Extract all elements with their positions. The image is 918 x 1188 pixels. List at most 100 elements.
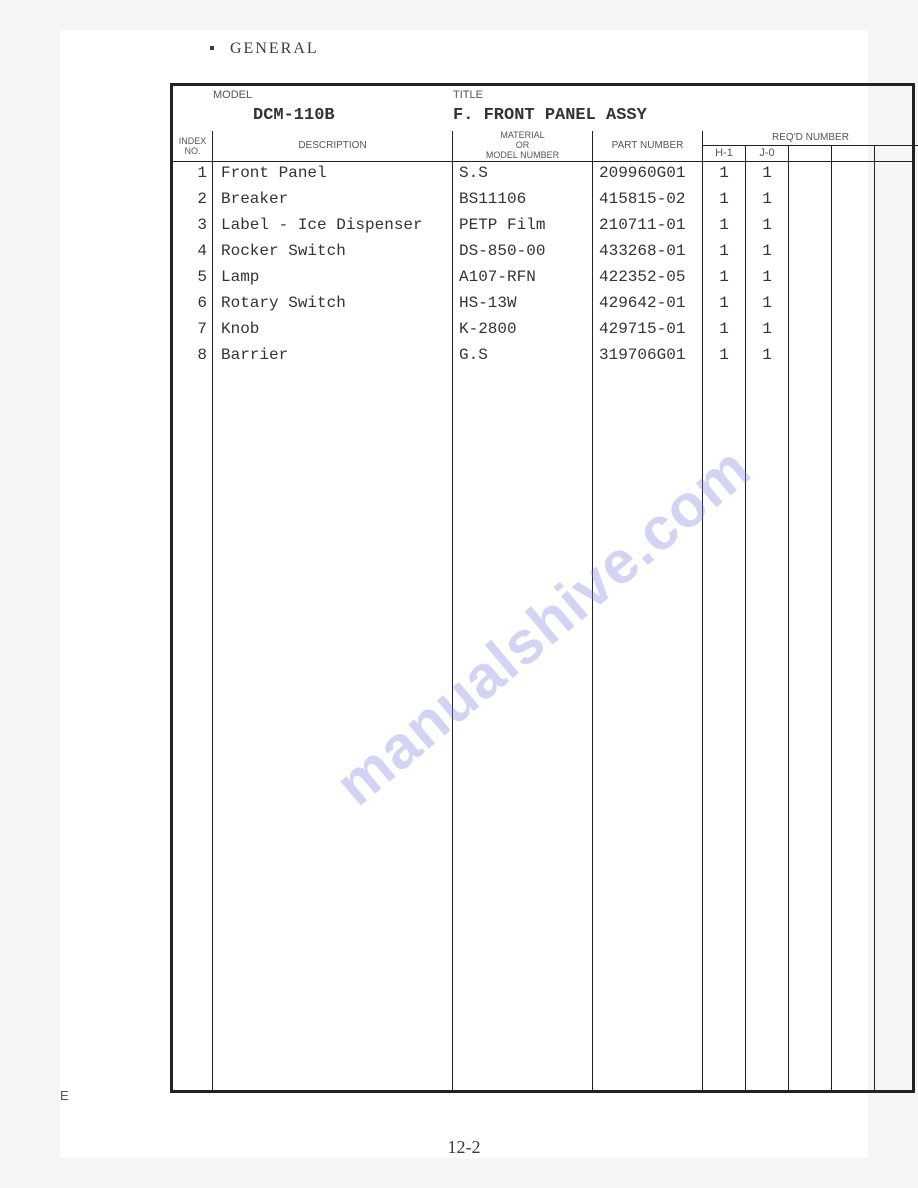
cell-reqd-blank [789,318,832,344]
reqd-subcols: H-1 J-0 [703,146,918,161]
cell-description: Breaker [213,188,453,214]
cell-reqd-j0: 1 [746,344,789,370]
cell-reqd-blank [789,162,832,188]
cell-index: 7 [173,318,213,344]
reqd-blank2 [832,146,875,161]
parts-table: MODEL TITLE DCM-110B F. FRONT PANEL ASSY… [170,83,915,1093]
cell-material: DS-850-00 [453,240,593,266]
cell-reqd-h1: 1 [703,214,746,240]
cell-reqd-blank [875,162,912,188]
cell-material: G.S [453,344,593,370]
page-container: GENERAL MODEL TITLE DCM-110B F. FRONT PA… [60,30,868,1158]
col-header-reqd: REQ'D NUMBER H-1 J-0 [703,131,918,161]
cell-material: S.S [453,162,593,188]
cell-reqd-j0: 1 [746,240,789,266]
cell-reqd-blank [875,240,912,266]
cell-index: 5 [173,266,213,292]
table-row: 6 Rotary Switch HS-13W 429642-01 1 1 [173,292,912,318]
reqd-h1: H-1 [703,146,746,161]
section-header: GENERAL [210,40,858,58]
table-row: 3 Label - Ice Dispenser PETP Film 210711… [173,214,912,240]
cell-partnum: 433268-01 [593,240,703,266]
cell-reqd-j0: 1 [746,292,789,318]
column-headers: INDEX NO. DESCRIPTION MATERIAL OR MODEL … [173,131,912,162]
cell-reqd-blank [875,214,912,240]
table-row: 7 Knob K-2800 429715-01 1 1 [173,318,912,344]
cell-reqd-blank [789,266,832,292]
cell-reqd-blank [875,266,912,292]
cell-partnum: 429715-01 [593,318,703,344]
cell-partnum: 429642-01 [593,292,703,318]
cell-description: Front Panel [213,162,453,188]
reqd-label: REQ'D NUMBER [703,131,918,146]
cell-reqd-h1: 1 [703,188,746,214]
cell-reqd-h1: 1 [703,266,746,292]
watermark: manualshive.com [322,433,764,819]
col-header-index: INDEX NO. [173,131,213,161]
cell-description: Rotary Switch [213,292,453,318]
table-top-header: MODEL TITLE DCM-110B F. FRONT PANEL ASSY [173,86,912,131]
cell-reqd-blank [875,344,912,370]
section-label: GENERAL [230,40,319,57]
cell-material: A107-RFN [453,266,593,292]
cell-index: 1 [173,162,213,188]
table-row: 1 Front Panel S.S 209960G01 1 1 [173,162,912,188]
cell-reqd-blank [789,188,832,214]
cell-index: 8 [173,344,213,370]
cell-description: Rocker Switch [213,240,453,266]
col-header-partnum: PART NUMBER [593,131,703,161]
cell-reqd-h1: 1 [703,318,746,344]
table-row: 8 Barrier G.S 319706G01 1 1 [173,344,912,370]
title-value: F. FRONT PANEL ASSY [453,106,647,125]
cell-reqd-blank [832,318,875,344]
cell-reqd-blank [789,240,832,266]
cell-reqd-blank [875,188,912,214]
cell-reqd-j0: 1 [746,266,789,292]
title-label: TITLE [453,89,483,101]
cell-reqd-j0: 1 [746,214,789,240]
cell-index: 6 [173,292,213,318]
header-label-row: MODEL TITLE [173,86,912,104]
cell-index: 3 [173,214,213,240]
revision-label: E [60,1088,69,1103]
header-value-row: DCM-110B F. FRONT PANEL ASSY [173,104,912,131]
cell-reqd-blank [832,344,875,370]
cell-index: 4 [173,240,213,266]
cell-reqd-h1: 1 [703,344,746,370]
cell-reqd-blank [832,266,875,292]
cell-reqd-h1: 1 [703,292,746,318]
cell-partnum: 415815-02 [593,188,703,214]
page-number: 12-2 [448,1137,481,1158]
bullet-icon [210,46,214,50]
cell-reqd-j0: 1 [746,188,789,214]
cell-description: Knob [213,318,453,344]
cell-reqd-blank [832,214,875,240]
data-body: 1 Front Panel S.S 209960G01 1 1 2 Breake… [173,162,912,1090]
table-row: 5 Lamp A107-RFN 422352-05 1 1 [173,266,912,292]
col-header-material: MATERIAL OR MODEL NUMBER [453,131,593,161]
cell-description: Barrier [213,344,453,370]
cell-index: 2 [173,188,213,214]
cell-partnum: 422352-05 [593,266,703,292]
reqd-j0: J-0 [746,146,789,161]
cell-reqd-blank [789,214,832,240]
cell-partnum: 319706G01 [593,344,703,370]
cell-reqd-j0: 1 [746,162,789,188]
cell-reqd-j0: 1 [746,318,789,344]
cell-reqd-blank [832,162,875,188]
cell-partnum: 209960G01 [593,162,703,188]
cell-reqd-blank [832,292,875,318]
cell-material: K-2800 [453,318,593,344]
cell-partnum: 210711-01 [593,214,703,240]
material-line3: MODEL NUMBER [453,151,592,161]
cell-material: HS-13W [453,292,593,318]
cell-reqd-h1: 1 [703,162,746,188]
col-header-description: DESCRIPTION [213,131,453,161]
cell-reqd-blank [832,240,875,266]
cell-description: Label - Ice Dispenser [213,214,453,240]
cell-material: BS11106 [453,188,593,214]
cell-reqd-blank [789,344,832,370]
cell-description: Lamp [213,266,453,292]
model-label: MODEL [173,89,453,101]
cell-reqd-blank [875,292,912,318]
